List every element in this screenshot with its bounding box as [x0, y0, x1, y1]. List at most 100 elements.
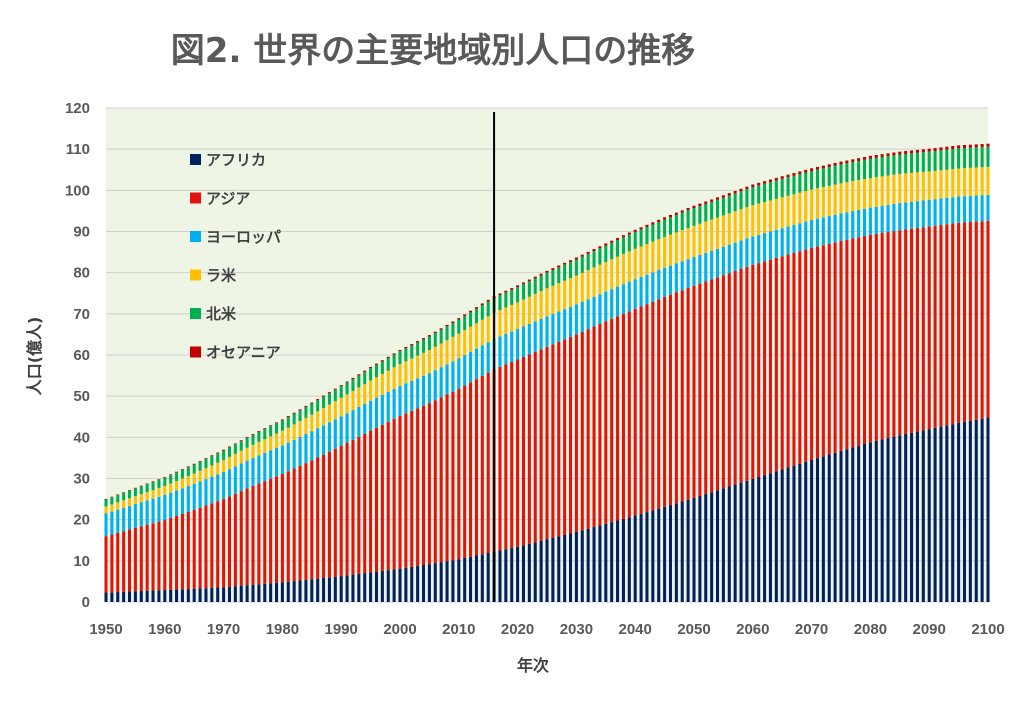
bar-segment	[433, 331, 437, 334]
bar-segment	[774, 180, 778, 199]
bar-segment	[710, 250, 714, 280]
bar-segment	[951, 223, 955, 425]
bar-segment	[668, 294, 673, 506]
bar-segment	[233, 493, 237, 587]
bar-segment	[351, 377, 355, 380]
bar-segment	[304, 417, 308, 435]
bar-segment	[945, 169, 949, 198]
bar-segment	[639, 246, 643, 277]
bar-segment	[721, 197, 725, 216]
bar-segment	[974, 144, 978, 148]
bar-segment	[804, 221, 808, 250]
bar-segment	[945, 425, 949, 602]
bar-segment	[698, 254, 702, 284]
bar-segment	[398, 364, 402, 386]
bar-segment	[627, 311, 631, 518]
bar-segment	[480, 319, 484, 346]
bar-segment	[263, 481, 267, 584]
bar-segment	[815, 246, 820, 459]
bar-segment	[233, 444, 237, 454]
legend-label: アジア	[206, 190, 250, 208]
bar-segment	[357, 573, 361, 602]
bar-segment	[192, 473, 196, 484]
x-tick-label: 2020	[501, 621, 534, 638]
bar-segment	[780, 178, 784, 198]
bar-segment	[351, 410, 355, 440]
bar-segment	[127, 498, 132, 506]
bar-segment	[933, 150, 937, 171]
bar-segment	[739, 240, 743, 269]
bar-segment	[175, 472, 179, 481]
bar-segment	[104, 506, 108, 514]
bar-segment	[686, 288, 690, 500]
bar-segment	[139, 494, 143, 503]
bar-segment	[768, 182, 772, 201]
bar-segment	[951, 149, 955, 170]
bar-segment	[269, 478, 273, 584]
bar-segment	[862, 156, 867, 160]
bar-segment	[480, 375, 484, 555]
bar-segment	[110, 511, 114, 535]
bar-segment	[745, 189, 749, 208]
bar-segment	[933, 170, 937, 200]
bar-segment	[633, 308, 637, 516]
bar-segment	[433, 346, 437, 371]
bar-segment	[710, 199, 714, 202]
bar-segment	[127, 505, 132, 530]
bar-segment	[927, 226, 931, 430]
bar-segment	[727, 486, 731, 602]
bar-segment	[363, 433, 367, 574]
bar-segment	[839, 240, 843, 451]
bar-segment	[539, 540, 543, 602]
bar-segment	[139, 502, 143, 527]
bar-segment	[880, 205, 884, 233]
bar-segment	[245, 437, 249, 448]
bar-segment	[657, 508, 661, 602]
bar-segment	[739, 188, 743, 192]
bar-segment	[621, 313, 625, 519]
bar-segment	[639, 276, 643, 307]
bar-segment	[269, 436, 273, 451]
bar-segment	[962, 148, 967, 169]
bar-segment	[980, 418, 984, 602]
bar-segment	[798, 223, 802, 252]
bar-segment	[392, 569, 396, 602]
legend-swatch	[190, 154, 201, 165]
bar-segment	[298, 410, 302, 422]
bar-segment	[710, 201, 714, 220]
bar-segment	[198, 588, 202, 602]
bar-segment	[251, 584, 255, 602]
bar-segment	[698, 283, 702, 496]
bar-segment	[239, 450, 243, 464]
bar-segment	[774, 229, 778, 258]
y-tick-label: 50	[73, 388, 90, 405]
bar-segment	[527, 543, 531, 602]
bar-segment	[651, 510, 655, 602]
bar-segment	[327, 577, 331, 602]
bar-segment	[857, 160, 861, 181]
bar-segment	[551, 285, 555, 314]
bar-segment	[463, 315, 467, 331]
bar-segment	[316, 457, 320, 579]
bar-segment	[257, 584, 261, 602]
bar-segment	[592, 249, 596, 252]
bar-segment	[351, 574, 355, 602]
bar-segment	[904, 202, 908, 230]
bar-segment	[286, 471, 290, 582]
bar-segment	[557, 341, 561, 537]
bar-segment	[910, 172, 914, 202]
bar-segment	[186, 486, 190, 512]
bar-segment	[657, 239, 661, 271]
bar-segment	[780, 197, 784, 229]
bar-segment	[257, 455, 261, 484]
bar-segment	[410, 566, 414, 602]
bar-segment	[592, 251, 596, 268]
bar-segment	[239, 585, 243, 602]
bar-segment	[586, 329, 590, 529]
bar-segment	[245, 460, 249, 489]
bar-segment	[721, 275, 725, 489]
bar-segment	[804, 249, 808, 462]
bar-segment	[322, 454, 326, 579]
bar-segment	[692, 208, 696, 226]
bar-segment	[751, 187, 755, 206]
